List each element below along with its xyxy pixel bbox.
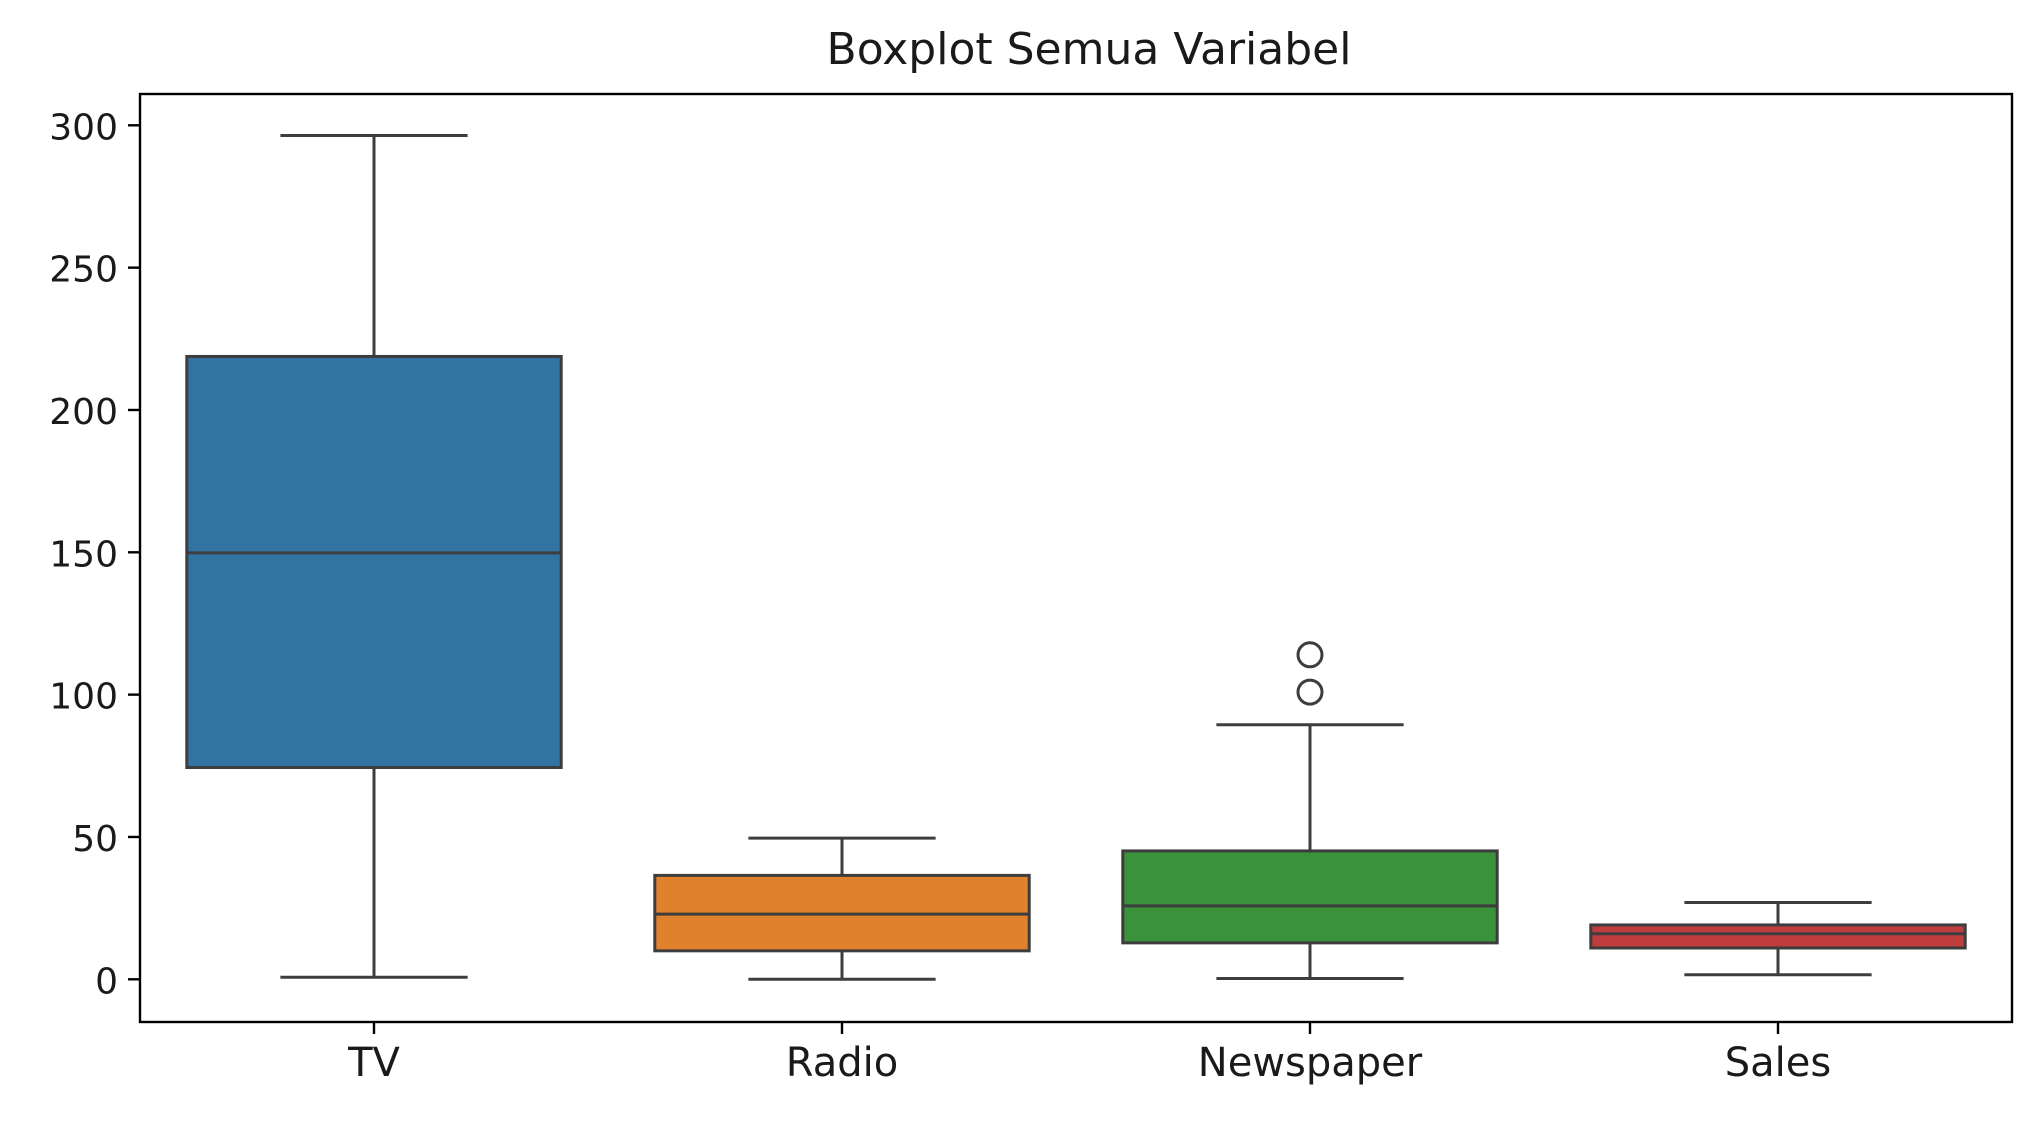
- box-iqr: [1589, 923, 1967, 950]
- outlier-point: [1296, 641, 1324, 669]
- x-tick-label: Sales: [1725, 1040, 1831, 1086]
- x-tick-label: TV: [347, 1040, 400, 1086]
- plot-frame: [138, 92, 2014, 1024]
- chart-title: Boxplot Semua Variabel: [827, 24, 1352, 75]
- y-tick-label: 50: [72, 819, 118, 860]
- y-axis: 0 50 100 150 200 250 300: [49, 107, 140, 1002]
- box-tv: [185, 134, 563, 979]
- x-tick-label: Newspaper: [1198, 1040, 1423, 1086]
- box-newspaper: [1121, 641, 1499, 980]
- x-axis: TV Radio Newspaper Sales: [347, 1022, 1831, 1086]
- box-sales: [1589, 900, 1967, 977]
- box-iqr: [185, 354, 563, 770]
- box-radio: [653, 836, 1031, 981]
- y-tick-label: 250: [49, 250, 118, 291]
- y-tick-label: 100: [49, 677, 118, 718]
- outlier-point: [1296, 678, 1324, 706]
- y-tick-label: 200: [49, 392, 118, 433]
- x-tick-label: Radio: [786, 1040, 898, 1086]
- box-iqr: [1121, 849, 1499, 945]
- y-tick-label: 150: [49, 534, 118, 575]
- y-tick-label: 0: [95, 961, 118, 1002]
- boxes: [185, 134, 1967, 981]
- y-tick-label: 300: [49, 107, 118, 148]
